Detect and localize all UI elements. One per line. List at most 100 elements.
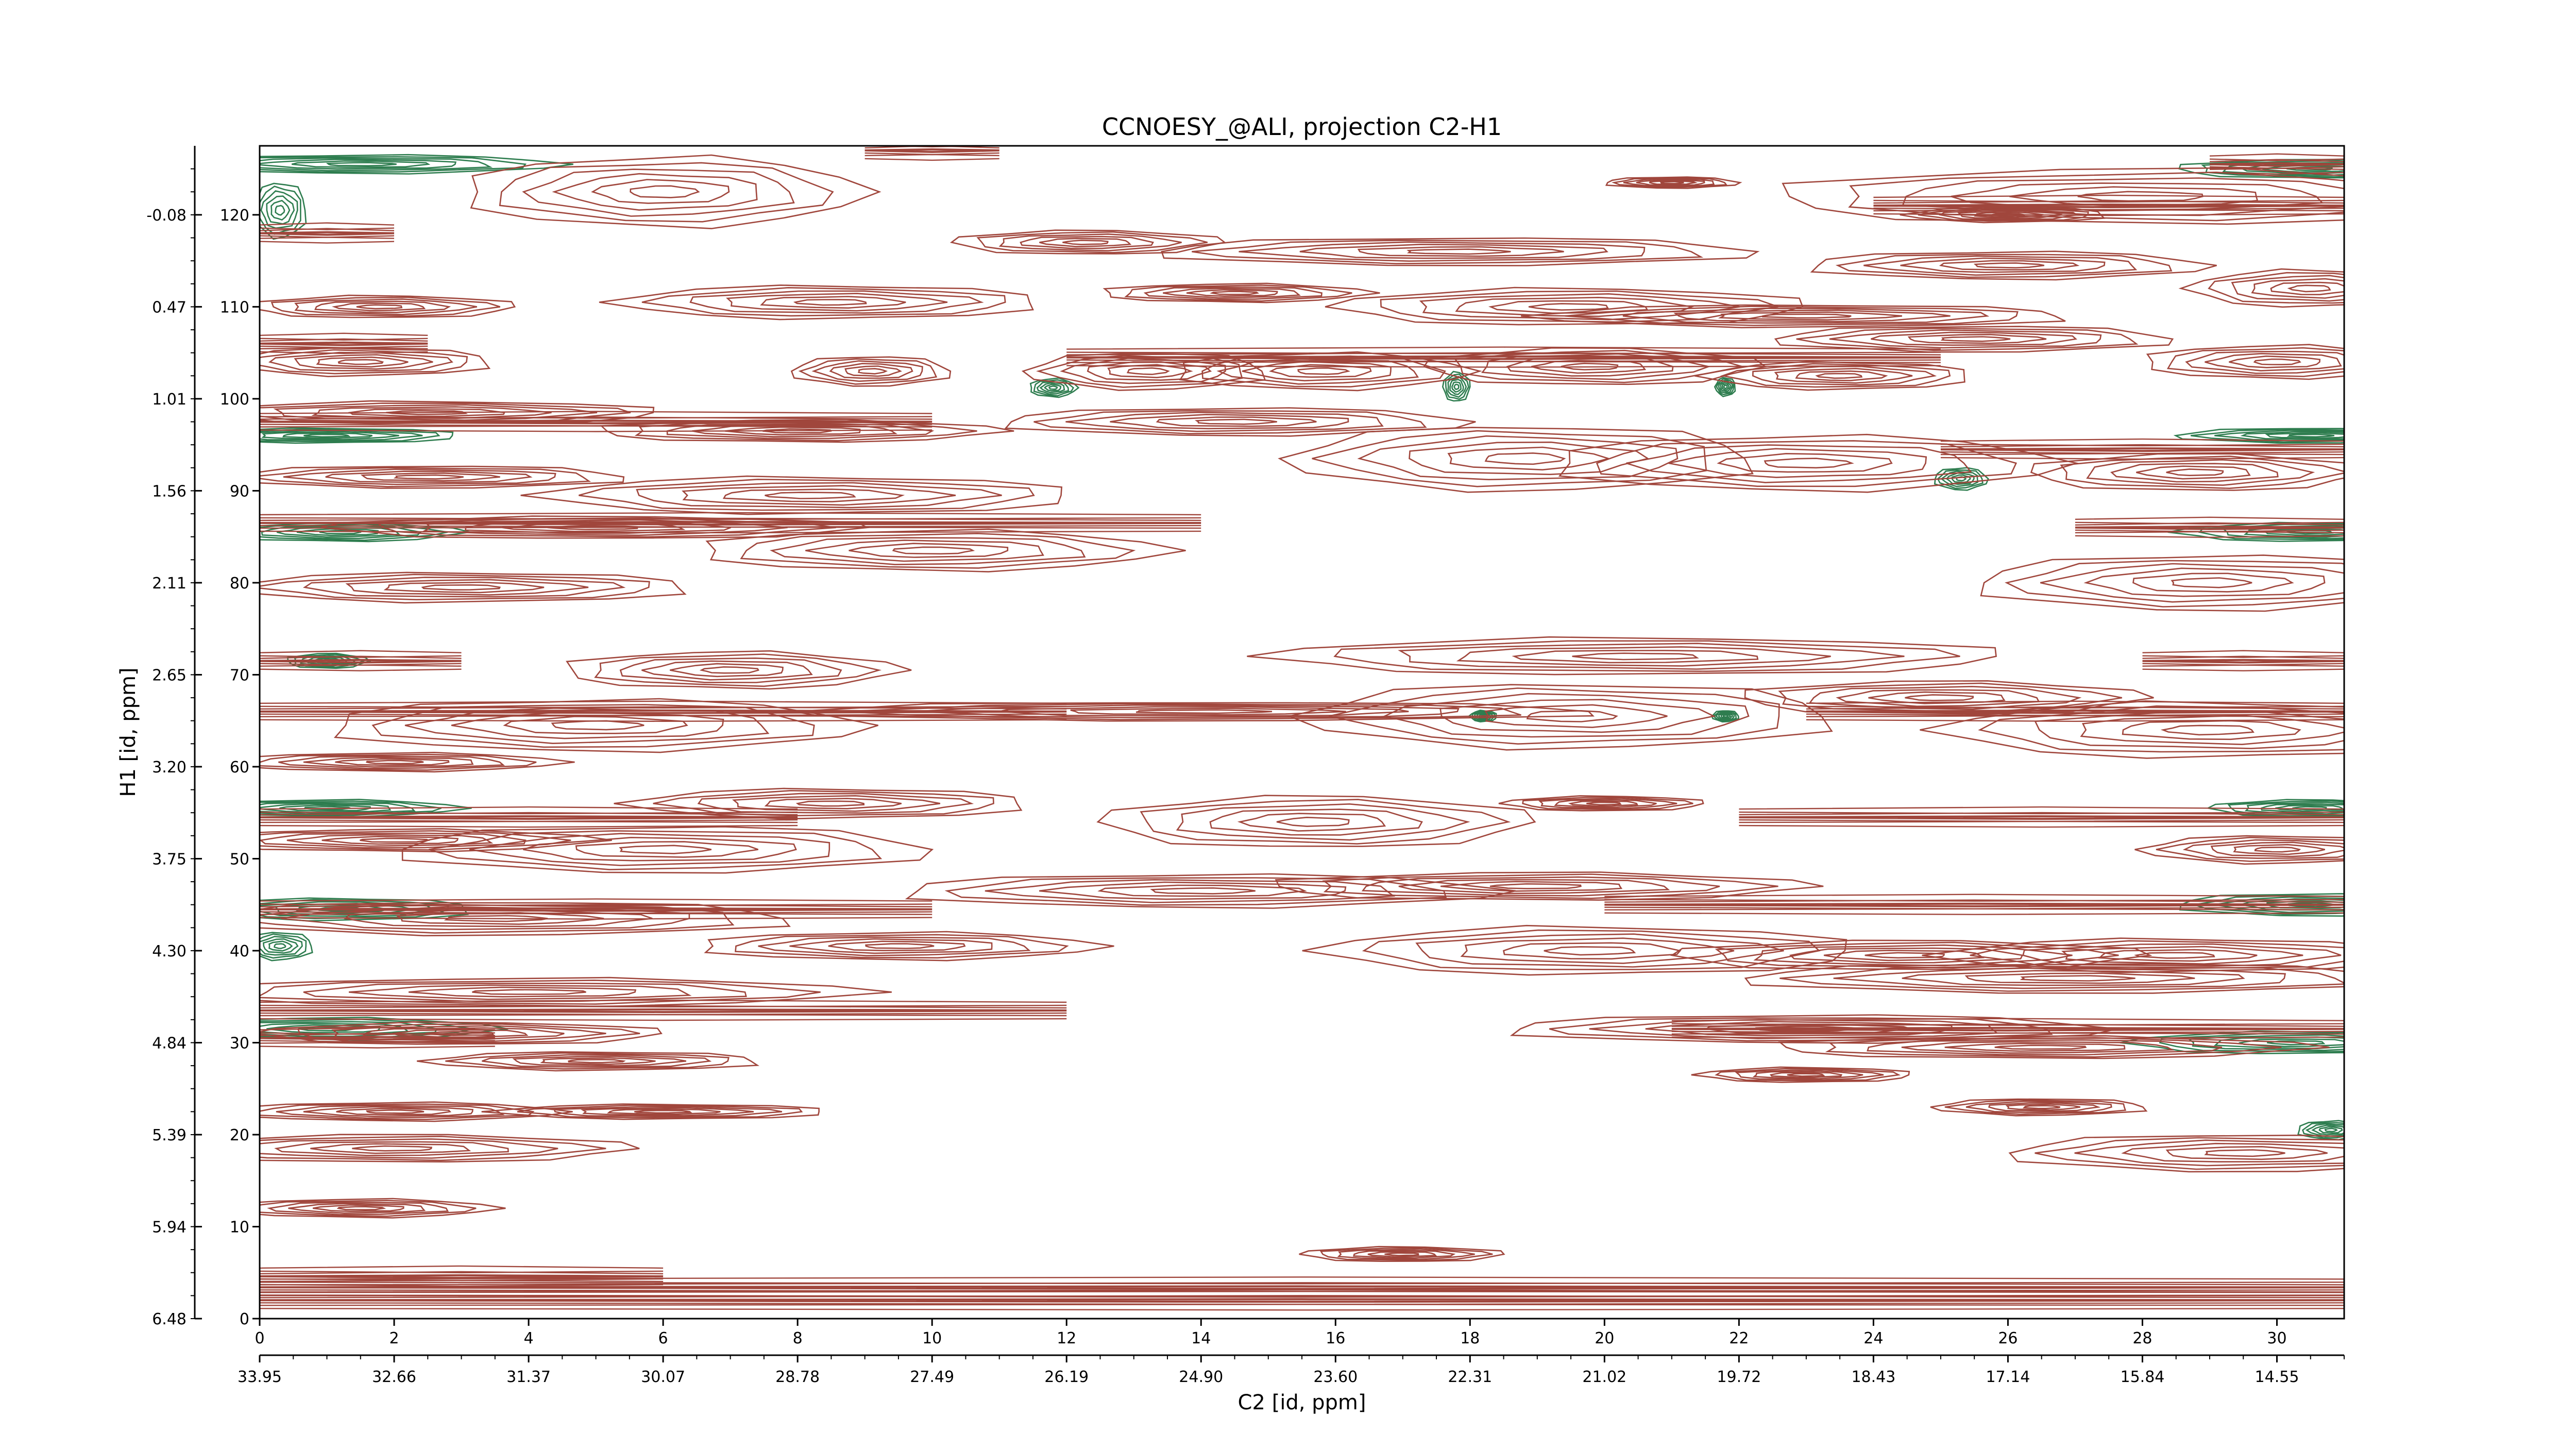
contour-line	[260, 222, 395, 244]
contour-line	[512, 1055, 687, 1067]
contour-line	[316, 356, 409, 368]
contour-line	[260, 902, 791, 937]
contour-line	[599, 284, 1034, 321]
contour-line	[2178, 268, 2344, 308]
axis-ticks: 0 33.95 2 32.66 4 31.37 6 30.07 8 28.78 10 27.49 12 2…	[146, 146, 2345, 1386]
x-ppm-tick-label: 27.49	[910, 1368, 954, 1386]
x-index-tick-label: 28	[2132, 1329, 2152, 1347]
contour-line	[260, 467, 591, 487]
contour-line	[336, 1107, 452, 1116]
contour-line	[765, 492, 856, 499]
contour-line	[2324, 1127, 2338, 1133]
y-ppm-tick-label: 5.39	[152, 1126, 187, 1144]
contour-line	[725, 293, 948, 312]
contour-line	[303, 433, 351, 438]
contour-line	[451, 711, 724, 739]
contour-line	[263, 938, 299, 954]
contour-line	[653, 789, 994, 817]
contour-line	[2233, 844, 2325, 855]
contour-ridge	[2075, 516, 2344, 538]
contour-peak	[2146, 344, 2344, 380]
contour-line	[805, 540, 1044, 562]
contour-line	[1720, 363, 1951, 388]
contour-line	[337, 359, 384, 365]
y-ppm-tick-label: 1.01	[152, 391, 187, 409]
contour-line	[2156, 836, 2344, 862]
x-index-tick-label: 18	[1460, 1329, 1480, 1347]
contour-line	[1622, 308, 1990, 324]
contour-line	[1237, 813, 1386, 832]
contour-line	[2142, 655, 2344, 667]
contour-line	[1964, 972, 2195, 984]
contour-ridge	[1940, 438, 2344, 460]
contour-line	[270, 199, 291, 221]
contour-ridge	[260, 700, 1067, 722]
contour-line	[260, 1135, 606, 1161]
contour-line	[260, 227, 395, 239]
contour-line	[614, 787, 1023, 820]
contour-line	[260, 1289, 2344, 1311]
contour-line	[1787, 1073, 1825, 1077]
contour-line	[1021, 352, 1266, 391]
contour-line	[348, 984, 692, 1000]
contour-line	[2060, 456, 2344, 490]
contour-line	[260, 158, 457, 170]
contour-line	[360, 837, 430, 843]
contour-peak	[1605, 176, 1742, 189]
contour-line	[260, 419, 933, 425]
contour-line	[793, 299, 867, 306]
contour-line	[1596, 440, 2018, 487]
contour-line	[1087, 361, 1212, 381]
contour-line	[352, 1145, 433, 1152]
y-index-tick-label: 20	[230, 1126, 249, 1144]
contour-line	[670, 663, 784, 678]
contour-line	[260, 1021, 663, 1045]
contour-line	[568, 1058, 626, 1064]
contour-line	[2132, 572, 2294, 593]
contour-peak	[705, 528, 1186, 572]
contour-line	[1835, 254, 2173, 278]
contour-line	[260, 512, 1201, 534]
contour-line	[1671, 1026, 2344, 1032]
contour-line	[260, 976, 892, 1007]
contour-line	[1521, 304, 2066, 329]
contour-line	[1970, 940, 2344, 970]
contour-line	[2121, 1142, 2344, 1162]
contour-line	[2160, 724, 2255, 736]
contour-ridge	[260, 1265, 664, 1287]
contour-line	[260, 347, 491, 378]
contour-line	[950, 229, 1227, 255]
contour-line	[260, 465, 625, 489]
y-ppm-tick-label: 3.75	[152, 850, 187, 868]
contour-line	[1029, 377, 1080, 398]
contour-line	[1739, 815, 2344, 820]
contour-line	[1449, 379, 1464, 395]
y-index-tick-label: 10	[230, 1218, 249, 1236]
contour-line	[1357, 246, 1564, 257]
contour-peak	[2297, 1120, 2344, 1141]
contour-line	[2171, 577, 2252, 588]
contour-line	[303, 756, 474, 768]
contour-line	[2251, 278, 2344, 299]
contour-line	[2142, 650, 2344, 671]
contour-peak	[260, 294, 516, 318]
contour-line	[1774, 326, 2174, 353]
contour-line	[1815, 373, 1863, 379]
contour-line	[1447, 376, 1467, 398]
x-index-tick-label: 20	[1595, 1329, 1614, 1347]
contour-line	[1409, 441, 1650, 476]
contour-line	[260, 1285, 2344, 1290]
contour-line	[1865, 952, 1945, 959]
contour-line	[260, 832, 527, 849]
contour-line	[260, 574, 650, 601]
y-ppm-tick-label: 0.47	[152, 298, 187, 316]
contour-line	[1873, 199, 2344, 212]
contour-ridge	[1806, 700, 2344, 722]
contour-peak	[614, 787, 1023, 820]
contour-line	[268, 940, 293, 952]
contour-line	[417, 1051, 760, 1072]
x-ppm-tick-label: 31.37	[506, 1368, 551, 1386]
contour-line	[260, 400, 655, 425]
contour-ridge	[260, 806, 798, 828]
